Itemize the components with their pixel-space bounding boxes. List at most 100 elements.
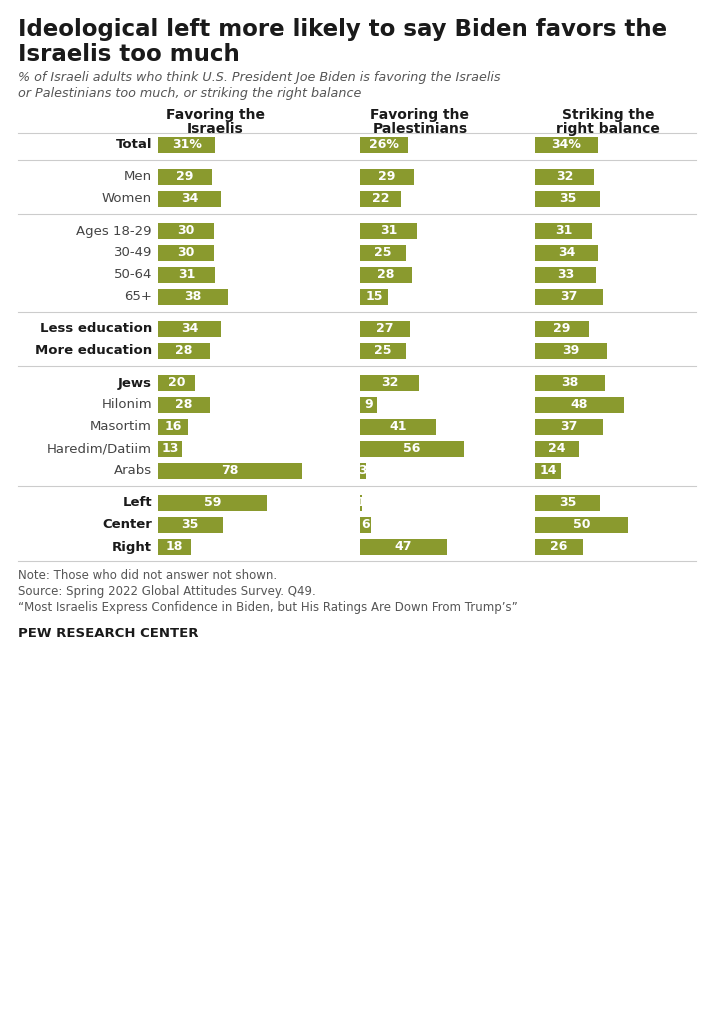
Text: Masortim: Masortim: [90, 420, 152, 434]
Bar: [158, 137, 216, 153]
Text: Ideological left more likely to say Biden favors the: Ideological left more likely to say Bide…: [18, 18, 667, 41]
Text: 29: 29: [378, 171, 396, 183]
Text: 33: 33: [557, 268, 574, 281]
Text: 78: 78: [221, 464, 239, 478]
Bar: [158, 321, 221, 337]
Text: 13: 13: [161, 443, 178, 455]
Text: 3: 3: [358, 464, 367, 478]
Bar: [158, 495, 267, 512]
Text: Jews: Jews: [118, 376, 152, 390]
Bar: [535, 191, 600, 207]
Text: Favoring the: Favoring the: [371, 108, 470, 122]
Bar: [158, 463, 302, 479]
Text: Israelis too much: Israelis too much: [18, 43, 240, 66]
Text: Hilonim: Hilonim: [101, 399, 152, 411]
Text: 37: 37: [560, 291, 578, 304]
Bar: [360, 375, 419, 391]
Text: 65+: 65+: [124, 291, 152, 304]
Text: 59: 59: [204, 496, 221, 509]
Text: 47: 47: [395, 540, 412, 553]
Text: 32: 32: [556, 171, 573, 183]
Bar: [535, 267, 596, 283]
Text: 50: 50: [573, 519, 590, 532]
Text: Arabs: Arabs: [114, 464, 152, 478]
Text: 15: 15: [365, 291, 383, 304]
Text: 28: 28: [377, 268, 395, 281]
Bar: [535, 290, 603, 305]
Text: 38: 38: [184, 291, 202, 304]
Text: 39: 39: [563, 345, 580, 357]
Bar: [360, 191, 401, 207]
Bar: [360, 223, 418, 239]
Text: 35: 35: [558, 192, 576, 206]
Bar: [535, 169, 594, 185]
Bar: [360, 539, 447, 555]
Bar: [360, 244, 406, 261]
Text: 24: 24: [548, 443, 566, 455]
Bar: [535, 441, 579, 457]
Text: PEW RESEARCH CENTER: PEW RESEARCH CENTER: [18, 627, 198, 640]
Bar: [535, 223, 593, 239]
Text: Favoring the: Favoring the: [166, 108, 264, 122]
Text: Left: Left: [122, 496, 152, 509]
Text: % of Israeli adults who think U.S. President Joe Biden is favoring the Israelis: % of Israeli adults who think U.S. Presi…: [18, 71, 501, 84]
Bar: [535, 539, 583, 555]
Text: Less education: Less education: [40, 322, 152, 336]
Bar: [158, 244, 213, 261]
Bar: [535, 321, 588, 337]
Bar: [535, 343, 607, 359]
Text: 31: 31: [555, 224, 573, 237]
Bar: [360, 463, 366, 479]
Text: 38: 38: [561, 376, 579, 390]
Text: Total: Total: [116, 138, 152, 151]
Bar: [535, 419, 603, 435]
Bar: [360, 343, 406, 359]
Text: 50-64: 50-64: [114, 268, 152, 281]
Text: 9: 9: [364, 399, 373, 411]
Text: 37: 37: [560, 420, 578, 434]
Bar: [158, 290, 228, 305]
Text: 26: 26: [550, 540, 568, 553]
Text: 25: 25: [374, 247, 392, 260]
Bar: [360, 441, 463, 457]
Text: 31: 31: [380, 224, 398, 237]
Text: 16: 16: [164, 420, 181, 434]
Text: 30-49: 30-49: [114, 247, 152, 260]
Text: 29: 29: [553, 322, 570, 336]
Bar: [535, 244, 598, 261]
Bar: [535, 375, 605, 391]
Text: 34: 34: [558, 247, 575, 260]
Text: 29: 29: [176, 171, 193, 183]
Text: 20: 20: [168, 376, 185, 390]
Bar: [535, 137, 598, 153]
Text: Source: Spring 2022 Global Attitudes Survey. Q49.: Source: Spring 2022 Global Attitudes Sur…: [18, 585, 316, 598]
Text: 34: 34: [181, 192, 198, 206]
Text: 56: 56: [403, 443, 421, 455]
Text: Israelis: Israelis: [186, 122, 243, 136]
Text: Palestinians: Palestinians: [373, 122, 468, 136]
Text: 34: 34: [181, 322, 198, 336]
Bar: [158, 267, 216, 283]
Text: 28: 28: [175, 399, 193, 411]
Text: or Palestinians too much, or striking the right balance: or Palestinians too much, or striking th…: [18, 87, 361, 100]
Bar: [360, 397, 377, 413]
Text: Haredim/Datiim: Haredim/Datiim: [47, 443, 152, 455]
Text: 35: 35: [181, 519, 199, 532]
Text: Center: Center: [102, 519, 152, 532]
Text: 1: 1: [356, 496, 366, 509]
Text: 18: 18: [166, 540, 183, 553]
Bar: [535, 517, 628, 533]
Bar: [535, 397, 624, 413]
Text: Ages 18-29: Ages 18-29: [76, 224, 152, 237]
Text: Men: Men: [124, 171, 152, 183]
Bar: [360, 137, 408, 153]
Text: “Most Israelis Express Confidence in Biden, but His Ratings Are Down From Trump’: “Most Israelis Express Confidence in Bid…: [18, 601, 518, 614]
Bar: [360, 290, 388, 305]
Text: 30: 30: [177, 224, 194, 237]
Bar: [158, 397, 210, 413]
Bar: [360, 517, 371, 533]
Text: Right: Right: [112, 540, 152, 553]
Bar: [360, 321, 410, 337]
Text: Striking the: Striking the: [562, 108, 654, 122]
Text: 31: 31: [178, 268, 196, 281]
